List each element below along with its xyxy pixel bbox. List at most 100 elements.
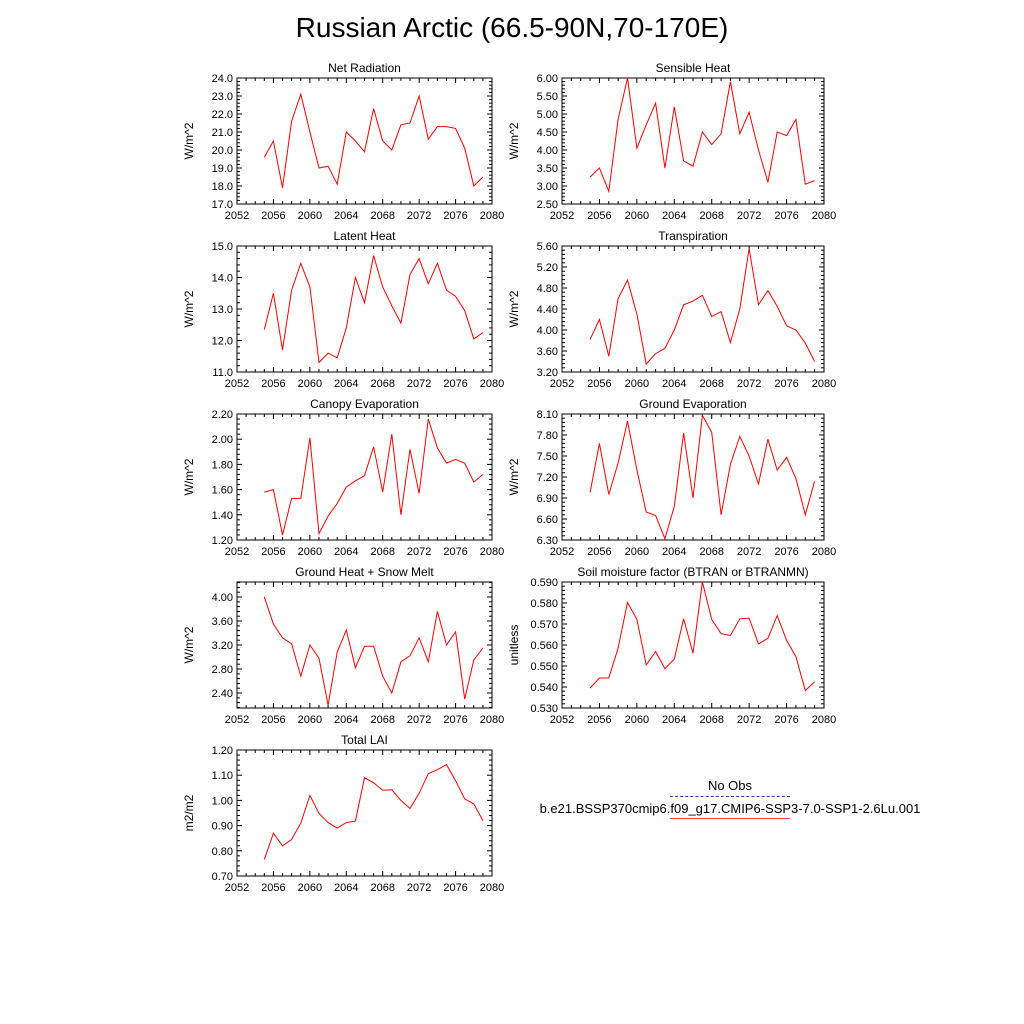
- legend-model-line: [670, 818, 790, 819]
- y-tick-label: 13.0: [212, 304, 233, 316]
- y-tick-label: 12.0: [212, 336, 233, 348]
- x-tick-label: 2060: [625, 546, 649, 558]
- y-tick-label: 5.50: [537, 91, 558, 103]
- chart-panel-4: Canopy Evaporation W/m^2 2052 2056 2060 2064 2…: [182, 397, 504, 558]
- chart-panel-0: Net Radiation W/m^2 2052 2056 2060 2064 2068 20…: [182, 61, 504, 222]
- x-tick-label: 2060: [298, 714, 322, 726]
- x-tick-label: 2064: [334, 546, 358, 558]
- y-tick-label: 3.50: [537, 163, 558, 175]
- x-tick-label: 2080: [480, 546, 504, 558]
- y-tick-label: 1.60: [212, 485, 233, 497]
- x-tick-label: 2076: [774, 210, 798, 222]
- x-tick-label: 2080: [812, 210, 836, 222]
- y-tick-label: 1.00: [212, 795, 233, 807]
- x-tick-label: 2076: [774, 714, 798, 726]
- x-tick-label: 2060: [625, 378, 649, 390]
- y-tick-label: 6.30: [537, 535, 558, 547]
- x-tick-label: 2076: [443, 210, 467, 222]
- x-tick-label: 2060: [298, 546, 322, 558]
- x-tick-label: 2052: [550, 210, 574, 222]
- y-tick-label: 0.560: [530, 640, 558, 652]
- y-tick-label: 0.80: [212, 846, 233, 858]
- y-tick-label: 2.00: [212, 434, 233, 446]
- x-tick-label: 2068: [699, 546, 723, 558]
- y-tick-label: 0.550: [530, 661, 558, 673]
- y-tick-label: 0.580: [530, 598, 558, 610]
- y-tick-label: 2.40: [212, 688, 233, 700]
- y-tick-label: 3.20: [537, 367, 558, 379]
- y-tick-label: 1.80: [212, 459, 233, 471]
- y-tick-label: 0.540: [530, 682, 558, 694]
- chart-frame: [236, 581, 493, 709]
- chart-title: Canopy Evaporation: [310, 397, 419, 411]
- y-tick-label: 7.20: [537, 472, 558, 484]
- y-tick-label: 5.60: [537, 241, 558, 253]
- y-tick-label: 22.0: [212, 109, 233, 121]
- chart-panel-2: Latent Heat W/m^2 2052 2056 2060 2064 2068 2072…: [182, 229, 504, 390]
- chart-frame: [236, 77, 493, 205]
- chart-panel-7: Soil moisture factor (BTRAN or BTRANMN) u…: [507, 565, 836, 726]
- y-tick-label: 1.20: [212, 745, 233, 757]
- y-tick-label: 24.0: [212, 73, 233, 85]
- x-tick-label: 2080: [812, 546, 836, 558]
- y-tick-label: 4.80: [537, 283, 558, 295]
- legend-obs-label: No Obs: [707, 778, 753, 793]
- y-tick-label: 4.00: [537, 325, 558, 337]
- y-tick-label: 17.0: [212, 199, 233, 211]
- y-tick-label: 0.570: [530, 619, 558, 631]
- x-tick-label: 2076: [443, 714, 467, 726]
- y-axis-label: W/m^2: [507, 122, 521, 159]
- x-tick-label: 2056: [261, 546, 285, 558]
- x-tick-label: 2052: [550, 378, 574, 390]
- x-tick-label: 2080: [480, 714, 504, 726]
- y-axis-label: m2/m2: [182, 794, 196, 831]
- chart-frame: [561, 77, 825, 205]
- y-tick-label: 7.50: [537, 451, 558, 463]
- y-axis-label: W/m^2: [182, 290, 196, 327]
- legend-model-label: b.e21.BSSP370cmip6.f09_g17.CMIP6-SSP3-7.…: [539, 801, 921, 816]
- x-tick-label: 2056: [261, 714, 285, 726]
- y-tick-label: 4.00: [537, 145, 558, 157]
- x-tick-label: 2056: [261, 378, 285, 390]
- x-tick-label: 2052: [225, 378, 249, 390]
- x-tick-label: 2068: [370, 882, 394, 894]
- y-tick-label: 1.20: [212, 535, 233, 547]
- x-tick-label: 2080: [812, 714, 836, 726]
- y-tick-label: 21.0: [212, 127, 233, 139]
- x-tick-label: 2056: [587, 714, 611, 726]
- y-tick-label: 3.20: [212, 640, 233, 652]
- chart-frame: [561, 413, 825, 541]
- x-tick-label: 2076: [443, 882, 467, 894]
- chart-title: Ground Heat + Snow Melt: [295, 565, 434, 579]
- series-line: [263, 92, 484, 188]
- chart-title: Total LAI: [341, 733, 388, 747]
- x-tick-label: 2052: [225, 714, 249, 726]
- x-tick-label: 2076: [774, 378, 798, 390]
- y-tick-label: 15.0: [212, 241, 233, 253]
- x-tick-label: 2060: [298, 378, 322, 390]
- legend: No Obs b.e21.BSSP370cmip6.f09_g17.CMIP6-…: [520, 778, 940, 823]
- page-title: Russian Arctic (66.5-90N,70-170E): [295, 12, 729, 43]
- series-line: [589, 77, 815, 194]
- chart-frame: [236, 245, 493, 373]
- chart-frame: [561, 245, 825, 373]
- y-tick-label: 0.590: [530, 577, 558, 589]
- series-line: [263, 763, 484, 860]
- x-tick-label: 2064: [662, 546, 686, 558]
- y-tick-label: 0.70: [212, 871, 233, 883]
- chart-frame: [561, 581, 825, 709]
- y-tick-label: 0.530: [530, 703, 558, 715]
- chart-panel-6: Ground Heat + Snow Melt W/m^2 2052 2056 2060…: [182, 565, 504, 726]
- x-tick-label: 2052: [225, 882, 249, 894]
- x-tick-label: 2068: [370, 714, 394, 726]
- x-tick-label: 2060: [298, 882, 322, 894]
- x-tick-label: 2056: [587, 210, 611, 222]
- y-tick-label: 1.40: [212, 510, 233, 522]
- y-tick-label: 20.0: [212, 145, 233, 157]
- x-tick-label: 2064: [662, 378, 686, 390]
- y-tick-label: 4.40: [537, 304, 558, 316]
- chart-panel-1: Sensible Heat W/m^2 2052 2056 2060 2064 2068 20…: [507, 61, 836, 222]
- x-tick-label: 2052: [550, 546, 574, 558]
- y-tick-label: 3.60: [212, 616, 233, 628]
- x-tick-label: 2072: [407, 882, 431, 894]
